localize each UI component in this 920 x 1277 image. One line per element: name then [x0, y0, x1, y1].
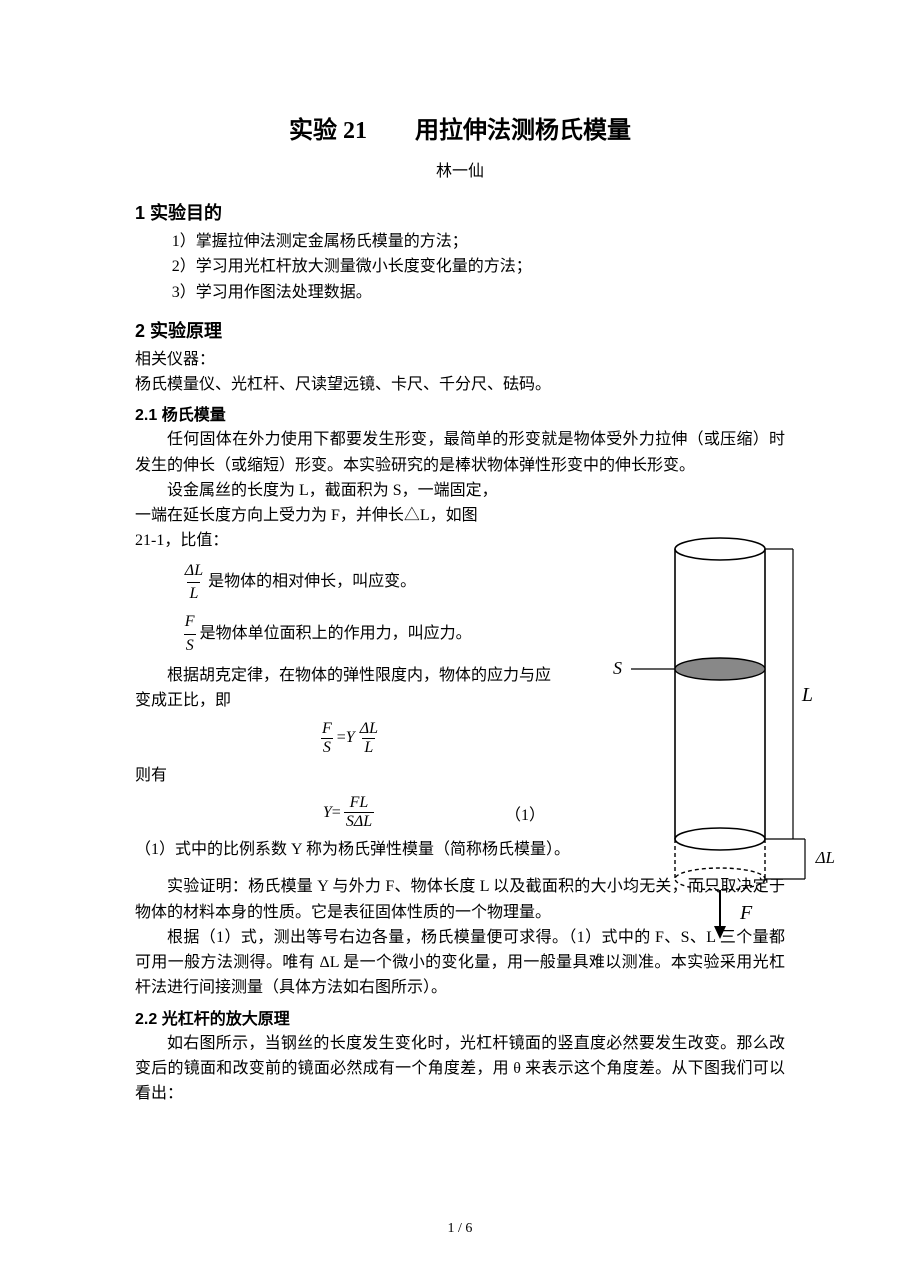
para-21-2b: 一端在延长度方向上受力为 F，并伸长△L，如图 — [135, 503, 565, 528]
hooke-lhs-num: F — [320, 720, 334, 738]
strain-formula: ΔL L 是物体的相对伸长，叫应变。 — [135, 560, 565, 606]
subsection-21-heading: 2.1 杨氏模量 — [135, 401, 785, 425]
objective-1: 1）掌握拉伸法测定金属杨氏模量的方法； — [135, 229, 785, 254]
para-21-1: 任何固体在外力使用下都要发生形变，最简单的形变就是物体受外力拉伸（或压缩）时发生… — [135, 427, 785, 478]
page-number: 1 / 6 — [0, 1221, 920, 1237]
hooke-equation: F S = Y ΔL L — [135, 720, 565, 757]
youngs-num: FL — [348, 794, 371, 812]
document-title: 实验 21 用拉伸法测杨氏模量 — [135, 110, 785, 145]
para-21-3b: 变成正比，即 — [135, 688, 565, 713]
objective-3: 3）学习用作图法处理数据。 — [135, 280, 785, 305]
youngs-den: SΔL — [344, 812, 374, 831]
strain-num: ΔL — [183, 560, 205, 582]
youngs-eq-sign: = — [332, 804, 341, 822]
hooke-rhs-den: L — [362, 738, 375, 757]
youngs-Y: Y — [323, 804, 332, 822]
stress-formula: F S 是物体单位面积上的作用力，叫应力。 — [135, 611, 565, 657]
diagram-label-dL: ΔL — [816, 848, 835, 868]
objective-2: 2）学习用光杠杆放大测量微小长度变化量的方法； — [135, 254, 785, 279]
instruments-list: 杨氏模量仪、光杠杆、尺读望远镜、卡尺、千分尺、砝码。 — [135, 372, 785, 397]
instruments-label: 相关仪器： — [135, 347, 785, 372]
diagram-label-F: F — [740, 902, 752, 925]
subsection-22-heading: 2.2 光杠杆的放大原理 — [135, 1005, 785, 1029]
diagram-label-L: L — [802, 684, 813, 707]
para-21-4: 则有 — [135, 763, 565, 788]
diagram-label-S: S — [613, 658, 622, 679]
strain-den: L — [187, 582, 200, 605]
youngs-equation: Y = FL SΔL （1） — [135, 794, 565, 831]
hooke-lhs-den: S — [321, 738, 333, 757]
hooke-eq-sign: = — [337, 729, 346, 747]
stress-num: F — [183, 611, 197, 633]
para-22-1: 如右图所示，当钢丝的长度发生变化时，光杠杆镜面的竖直度必然要发生改变。那么改变后… — [135, 1031, 785, 1107]
author: 林一仙 — [135, 157, 785, 181]
stress-text: 是物体单位面积上的作用力，叫应力。 — [200, 623, 472, 645]
section-1-heading: 1 实验目的 — [135, 199, 785, 225]
hooke-rhs-num: ΔL — [358, 720, 380, 738]
para-21-2c: 21-1，比值： — [135, 528, 565, 553]
strain-text: 是物体的相对伸长，叫应变。 — [208, 571, 416, 593]
cylinder-diagram: S L ΔL F — [605, 534, 815, 944]
eq-1-label: （1） — [505, 801, 545, 825]
stress-den: S — [184, 634, 196, 657]
hooke-Y: Y — [346, 729, 355, 747]
section-2-heading: 2 实验原理 — [135, 317, 785, 343]
para-21-3a: 根据胡克定律，在物体的弹性限度内，物体的应力与应 — [135, 663, 565, 688]
para-21-2a: 设金属丝的长度为 L，截面积为 S，一端固定， — [135, 478, 565, 503]
